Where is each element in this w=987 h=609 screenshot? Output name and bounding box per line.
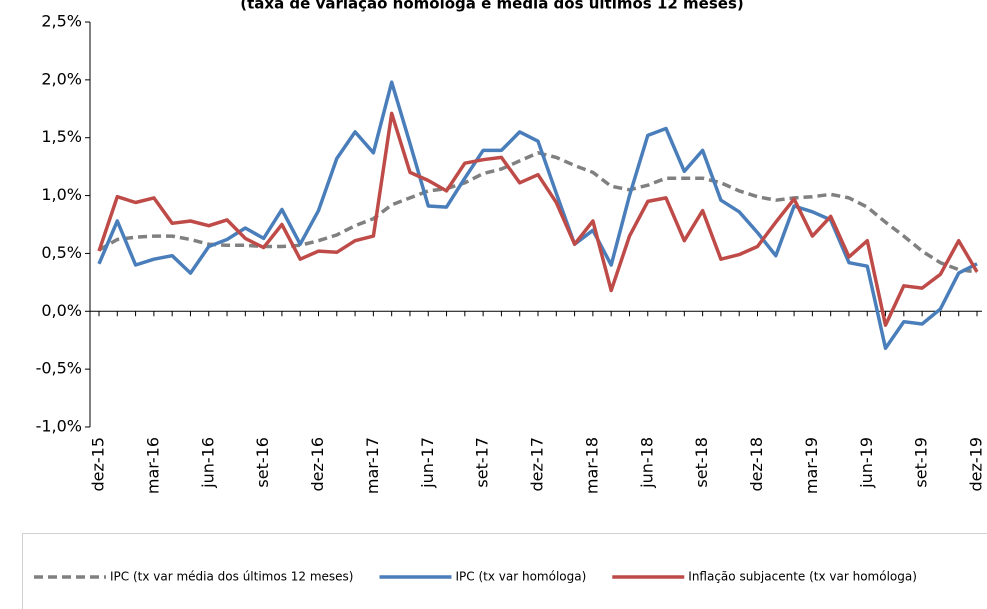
legend: IPC (tx var média dos últimos 12 meses) I… <box>34 570 917 584</box>
legend-box <box>22 533 987 609</box>
data-line <box>97 80 978 351</box>
x-tick-label: set-17 <box>473 437 492 488</box>
legend-label: IPC (tx var homóloga) <box>456 570 587 584</box>
x-tick-label: set-18 <box>692 437 711 488</box>
y-tick-label: -0,5% <box>36 359 82 378</box>
x-tick-label: jun-16 <box>198 437 217 489</box>
y-tick-label: 1,0% <box>41 185 82 204</box>
x-tick-label: mar-19 <box>802 437 821 494</box>
y-tick-label: 0,5% <box>41 243 82 262</box>
y-tick-label: 2,0% <box>41 69 82 88</box>
x-tick-label: dez-15 <box>89 437 108 492</box>
x-tick-label: dez-17 <box>528 437 547 492</box>
x-tick-label: jun-19 <box>857 437 876 489</box>
x-tick-label: dez-16 <box>308 437 327 492</box>
y-tick-label: 2,5% <box>41 12 82 31</box>
data-line <box>98 151 978 274</box>
x-tick-label: dez-19 <box>967 437 986 492</box>
x-tick-label: mar-18 <box>582 437 601 494</box>
legend-label: Inflação subjacente (tx var homóloga) <box>688 570 917 584</box>
x-tick-label: set-19 <box>912 437 931 488</box>
y-tick-label: 0,0% <box>41 301 82 320</box>
x-tick-label: jun-18 <box>637 437 656 489</box>
y-tick-label: 1,5% <box>41 127 82 146</box>
x-tick-label: jun-17 <box>418 437 437 489</box>
x-tick-label: dez-18 <box>747 437 766 492</box>
x-tick-label: set-16 <box>253 437 272 488</box>
data-line <box>97 111 979 327</box>
chart-title: (taxa de variação homóloga e média dos ú… <box>240 0 743 13</box>
x-tick-label: mar-17 <box>363 437 382 494</box>
x-tick-label: mar-16 <box>143 437 162 494</box>
y-tick-label: -1,0% <box>36 417 82 436</box>
legend-label: IPC (tx var média dos últimos 12 meses) <box>110 570 354 584</box>
